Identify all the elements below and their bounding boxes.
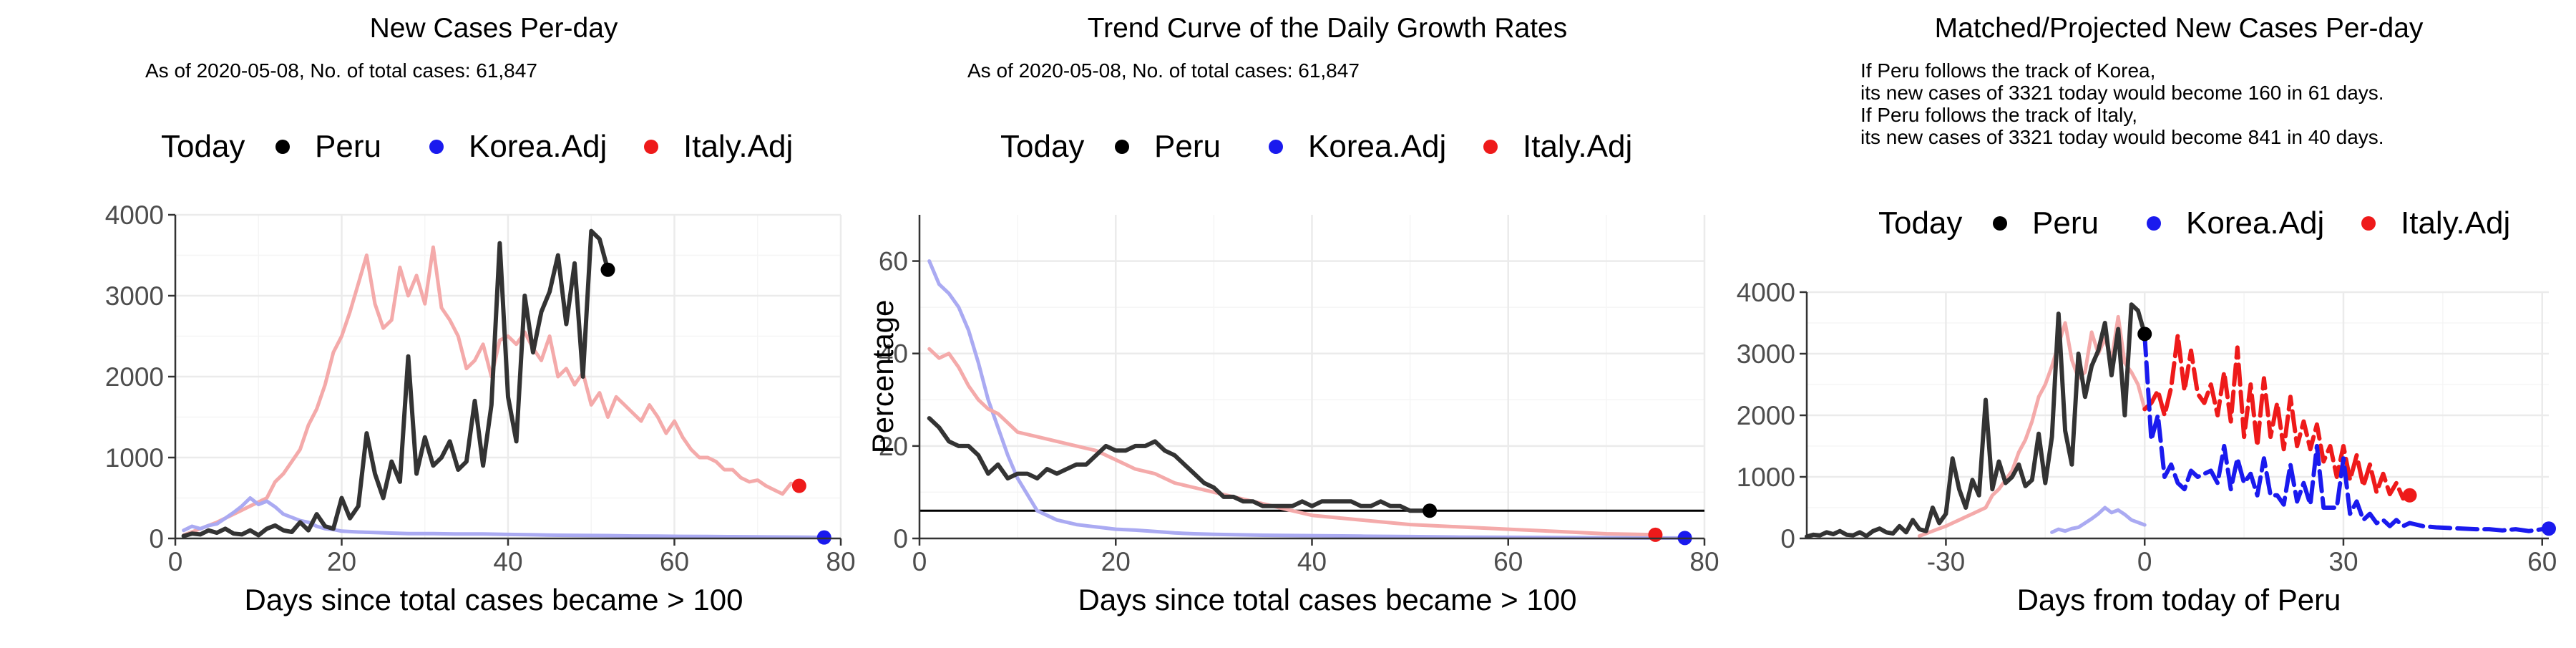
x-tick-label: -30 [1927, 547, 1965, 576]
y-tick-label: 0 [149, 524, 164, 553]
today-dot-korea [816, 530, 831, 545]
legend-label-peru: Peru [315, 129, 381, 164]
chart-panel-2: 0 20 40 60 80 0 20 40 60 Days since total cases b… [866, 13, 1719, 616]
x-tick-label: 20 [1101, 547, 1131, 576]
series-line-peru [1805, 302, 2147, 539]
x-tick-label: 30 [2328, 547, 2358, 576]
chart-subtitle-line: If Peru follows the track of Italy, [1860, 104, 2137, 126]
legend-key-peru [275, 140, 290, 154]
y-tick-label: 4000 [1737, 278, 1795, 307]
legend-key-italy [1483, 140, 1498, 154]
legend-key-korea [429, 140, 444, 154]
x-tick-label: 60 [660, 547, 689, 576]
legend-label-italy: Italy.Adj [683, 129, 793, 164]
chart-title: Matched/Projected New Cases Per-day [1935, 13, 2424, 44]
x-axis-label: Days since total cases became > 100 [1078, 583, 1577, 616]
y-tick-label: 4000 [105, 200, 164, 230]
x-tick-label: 20 [327, 547, 356, 576]
x-tick-label: 40 [493, 547, 522, 576]
x-tick-label: 0 [2137, 547, 2152, 576]
y-axis-label: Percentage [866, 300, 899, 454]
chart-subtitle-line: its new cases of 3321 today would become… [1860, 126, 2384, 148]
legend-label-italy: Italy.Adj [2401, 205, 2510, 241]
legend-label-korea: Korea.Adj [1308, 129, 1446, 164]
today-dot-peru [600, 262, 615, 277]
legend-key-korea [2147, 216, 2161, 231]
legend: Today Peru Korea.Adj Italy.Adj [161, 129, 793, 164]
series-line-peru [181, 228, 610, 538]
series-line-korea [927, 259, 1687, 540]
y-tick-label: 40 [879, 339, 908, 369]
legend-title: Today [1000, 129, 1084, 164]
legend-label-peru: Peru [1154, 129, 1221, 164]
today-dot-korea [2542, 521, 2556, 536]
series-line-italy-projected [2142, 333, 2412, 501]
y-tick-label: 0 [1780, 524, 1795, 553]
legend-key-italy [2361, 216, 2376, 231]
x-axis-label: Days from today of Peru [2017, 583, 2341, 616]
y-tick-label: 3000 [1737, 339, 1795, 369]
legend-title: Today [161, 129, 245, 164]
x-tick-label: 60 [1493, 547, 1523, 576]
legend: Today Peru Korea.Adj Italy.Adj [1000, 129, 1632, 164]
legend-title: Today [1878, 205, 1962, 241]
today-dot-peru [2137, 327, 2152, 342]
x-tick-label: 80 [1689, 547, 1719, 576]
x-tick-label: 80 [826, 547, 855, 576]
x-axis-label: Days since total cases became > 100 [245, 583, 743, 616]
y-tick-label: 1000 [105, 443, 164, 473]
series-line-italy [927, 347, 1657, 537]
legend-key-korea [1269, 140, 1283, 154]
chart-title: New Cases Per-day [370, 13, 618, 44]
x-tick-label: 60 [2527, 547, 2557, 576]
series-line-peru [927, 416, 1433, 513]
x-tick-label: 0 [168, 547, 183, 576]
legend-label-korea: Korea.Adj [469, 129, 607, 164]
y-tick-label: 0 [893, 524, 908, 553]
legend-key-peru [1993, 216, 2007, 231]
chart-panel-1: 0 20 40 60 80 0 1000 2000 3000 4000 Days since tot… [105, 13, 856, 616]
legend-key-italy [644, 140, 658, 154]
legend-label-italy: Italy.Adj [1523, 129, 1632, 164]
x-tick-label: 0 [912, 547, 927, 576]
chart-subtitle: As of 2020-05-08, No. of total cases: 61… [967, 59, 1360, 82]
legend-label-peru: Peru [2032, 205, 2099, 241]
legend-label-korea: Korea.Adj [2186, 205, 2324, 241]
series-line-korea-projected [2142, 333, 2551, 533]
today-dot-peru [1423, 503, 1438, 518]
series-line-korea [2050, 506, 2147, 534]
y-tick-label: 60 [879, 247, 908, 276]
today-dot-italy [1648, 527, 1663, 542]
chart-panel-3: -30 0 30 60 0 1000 2000 3000 4000 Days from today… [1737, 13, 2557, 616]
legend: Today Peru Korea.Adj Italy.Adj [1878, 205, 2510, 241]
chart-subtitle-line: its new cases of 3321 today would become… [1860, 82, 2384, 104]
today-dot-italy [791, 478, 806, 493]
y-tick-label: 2000 [105, 362, 164, 392]
chart-title: Trend Curve of the Daily Growth Rates [1088, 13, 1567, 44]
y-tick-label: 3000 [105, 281, 164, 311]
y-tick-label: 20 [879, 432, 908, 461]
x-tick-label: 40 [1297, 547, 1327, 576]
chart-subtitle: As of 2020-05-08, No. of total cases: 61… [145, 59, 537, 82]
series-line-korea [182, 496, 826, 540]
legend-key-peru [1115, 140, 1129, 154]
y-tick-label: 2000 [1737, 401, 1795, 430]
y-tick-label: 1000 [1737, 463, 1795, 492]
chart-subtitle-line: If Peru follows the track of Korea, [1860, 59, 2155, 82]
today-dot-italy [2402, 488, 2417, 503]
